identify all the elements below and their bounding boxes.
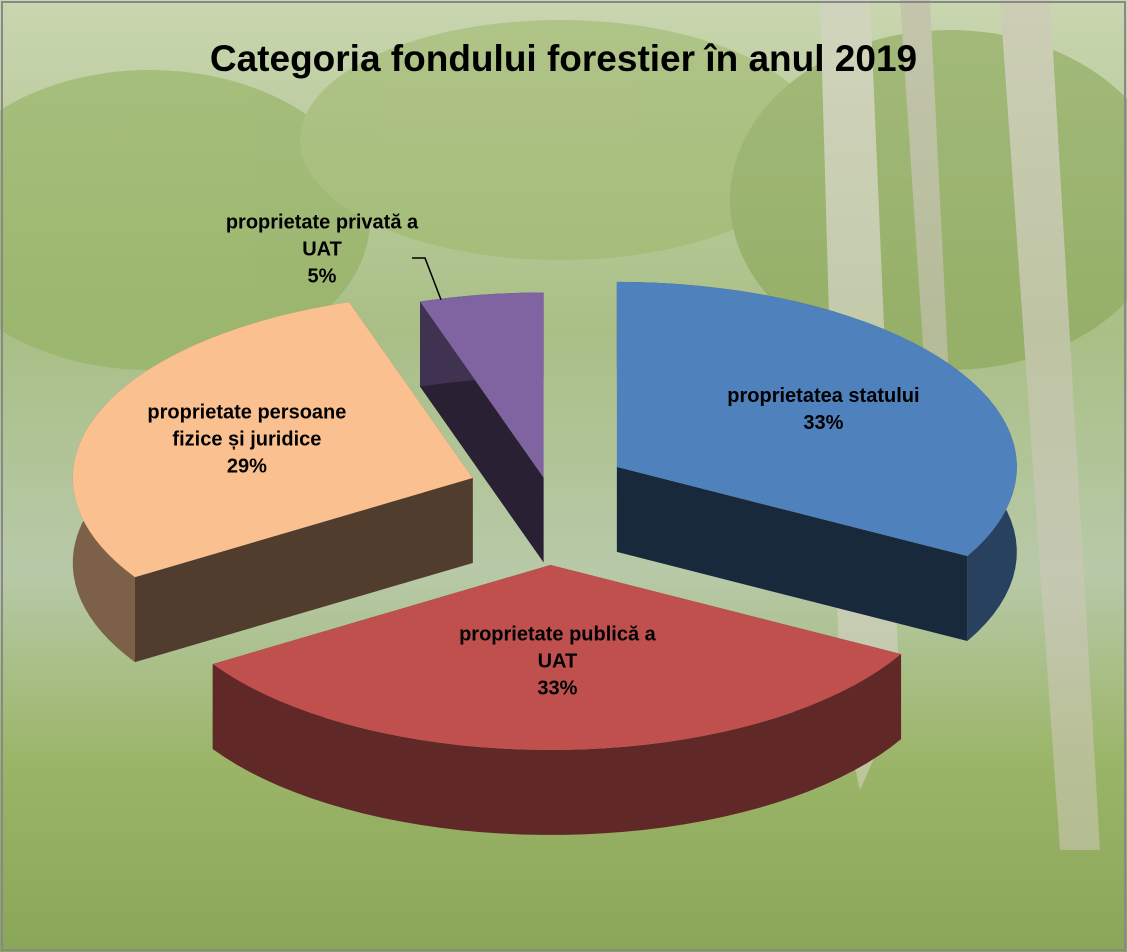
data-label: proprietate privată a UAT 5% xyxy=(207,210,437,291)
leader-line xyxy=(412,257,442,301)
slice-side xyxy=(616,466,968,642)
data-label: proprietatea statului 33% xyxy=(708,383,938,437)
slice xyxy=(212,564,902,750)
category-label: proprietate publică a UAT xyxy=(459,623,656,673)
pie xyxy=(72,257,1017,835)
category-label: proprietate privată a UAT xyxy=(225,211,419,261)
value-label: 5% xyxy=(307,265,337,288)
value-label: 33% xyxy=(537,677,578,700)
category-label: proprietatea statului xyxy=(727,385,920,408)
slice xyxy=(72,302,473,578)
slice-wall xyxy=(212,654,902,835)
category-label: proprietate persoane fizice și juridice xyxy=(147,401,347,451)
slice xyxy=(616,281,1017,557)
slice-side xyxy=(134,477,473,663)
value-label: 33% xyxy=(803,412,844,435)
slice xyxy=(420,292,544,478)
data-label: proprietate persoane fizice și juridice 2… xyxy=(132,400,362,481)
value-label: 29% xyxy=(226,455,267,478)
chart-title: Categoria fondului forestier în anul 201… xyxy=(209,38,918,79)
data-label: proprietate publică a UAT 33% xyxy=(442,621,672,702)
